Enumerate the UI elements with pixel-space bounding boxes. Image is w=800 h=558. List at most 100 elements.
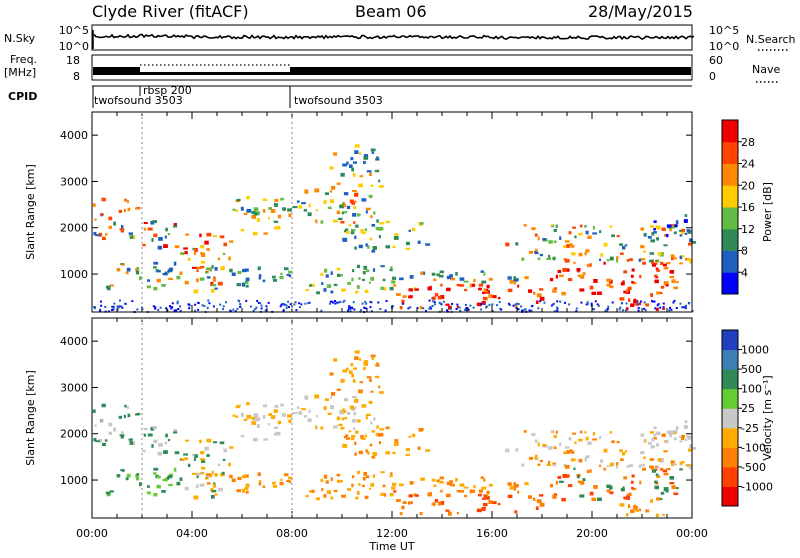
- power-echo-420: [629, 258, 633, 261]
- velocity-echo-85: [206, 454, 210, 457]
- velocity-echo-419: [578, 458, 583, 463]
- power-low-echo-101: [173, 309, 176, 312]
- velocity-echo-466: [664, 440, 667, 443]
- power-echo-520: [597, 291, 602, 295]
- velocity-echo-538: [630, 480, 634, 484]
- power-echo-569: [566, 268, 570, 272]
- velocity-echo-179: [336, 388, 341, 391]
- power-low-echo-22: [639, 300, 642, 303]
- power-echo-181: [329, 166, 334, 170]
- power-echo-297: [325, 274, 329, 278]
- power-low-echo-252: [300, 303, 303, 306]
- velocity-echo-190: [350, 363, 354, 367]
- ytick-label-3: 4000: [60, 335, 88, 348]
- velocity-echo-318: [409, 481, 414, 485]
- power-echo-416: [420, 271, 424, 275]
- power-echo-86: [196, 266, 202, 270]
- velocity-echo-488: [568, 437, 572, 441]
- power-low-echo-286: [254, 308, 257, 311]
- velocity-echo-606: [679, 440, 683, 443]
- power-low-echo-53: [681, 306, 684, 309]
- power-echo-609: [656, 237, 659, 241]
- velocity-echo-232: [385, 451, 390, 455]
- velocity-echo-456: [656, 465, 660, 469]
- power-echo-294: [237, 270, 242, 275]
- power-echo-47: [200, 260, 206, 264]
- velocity-echo-158: [340, 426, 345, 430]
- velocity-echo-29: [163, 450, 168, 454]
- power-echo-404: [480, 270, 484, 273]
- power-echo-246: [139, 276, 142, 281]
- velocity-echo-93: [262, 415, 266, 419]
- velocity-echo-548: [671, 485, 676, 490]
- velocity-echo-549: [577, 474, 580, 479]
- noise-left-tick-top: 10^5: [59, 24, 89, 37]
- power-low-echo-234: [508, 304, 511, 306]
- power-low-echo-95: [407, 307, 410, 310]
- power-low-echo-292: [112, 308, 115, 311]
- power-echo-85: [206, 248, 210, 251]
- power-echo-94: [232, 208, 236, 211]
- velocity-echo-234: [354, 452, 357, 456]
- power-echo-82: [213, 235, 218, 238]
- velocity-echo-307: [316, 497, 320, 501]
- velocity-echo-404: [480, 476, 484, 479]
- velocity-echo-571: [669, 476, 675, 480]
- power-echo-139: [320, 220, 324, 224]
- power-echo-65: [184, 251, 188, 255]
- velocity-echo-288: [245, 483, 250, 488]
- power-echo-40: [152, 220, 157, 224]
- velocity-echo-493: [603, 448, 608, 453]
- velocity-echo-496: [550, 430, 554, 433]
- power-echo-225: [425, 243, 431, 246]
- power-low-echo-273: [491, 310, 494, 312]
- velocity-echo-137: [361, 404, 367, 408]
- velocity-echo-588: [633, 505, 638, 510]
- velocity-echo-43: [142, 450, 146, 453]
- power-echo-456: [656, 259, 660, 263]
- power-echo-13: [126, 199, 129, 204]
- power-echo-442: [681, 231, 685, 235]
- velocity-echo-253: [116, 474, 121, 478]
- velocity-echo-442: [681, 437, 685, 441]
- velocity-echo-22: [129, 440, 132, 444]
- velocity-echo-130: [327, 412, 332, 415]
- velocity-echo-441: [671, 431, 676, 435]
- velocity-cb-label-6: -500: [741, 461, 766, 474]
- power-echo-120: [257, 211, 261, 215]
- frequency-panel: Freq. [MHz] Nave 18 8 60 0: [4, 53, 780, 83]
- velocity-echo-585: [636, 509, 639, 512]
- power-echo-20: [101, 197, 106, 202]
- xtick-label-1: 04:00: [176, 527, 208, 540]
- power-low-echo-139: [364, 307, 367, 310]
- velocity-echo-159: [368, 400, 373, 404]
- power-echo-276: [236, 283, 242, 287]
- power-low-echo-210: [136, 308, 139, 311]
- velocity-echo-498: [626, 465, 630, 468]
- velocity-echo-68: [200, 458, 205, 461]
- velocity-echo-581: [633, 504, 637, 507]
- velocity-echo-246: [139, 482, 142, 487]
- power-echo-216: [361, 231, 366, 234]
- power-echo-332: [356, 285, 360, 289]
- power-echo-278: [229, 268, 233, 273]
- power-low-echo-225: [111, 309, 113, 311]
- velocity-echo-117: [243, 418, 248, 421]
- power-echo-533: [663, 281, 669, 285]
- power-low-echo-276: [120, 305, 123, 308]
- velocity-echo-285: [205, 477, 209, 480]
- power-low-echo-41: [107, 310, 110, 313]
- velocity-echo-124: [341, 417, 345, 421]
- velocity-echo-345: [431, 503, 435, 506]
- freq-unit-label: [MHz]: [4, 66, 36, 79]
- velocity-data: [92, 350, 696, 518]
- velocity-echo-316: [340, 480, 343, 483]
- velocity-echo-457: [570, 450, 575, 454]
- power-low-echo-65: [673, 299, 676, 302]
- power-low-echo-269: [285, 304, 288, 307]
- power-low-echo-236: [119, 299, 121, 302]
- power-low-echo-9: [361, 302, 364, 305]
- velocity-echo-219: [419, 428, 424, 431]
- power-echo-109: [273, 203, 278, 207]
- power-echo-227: [345, 228, 349, 231]
